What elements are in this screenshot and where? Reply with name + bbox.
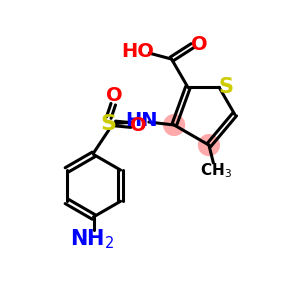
Text: CH$_3$: CH$_3$ — [200, 162, 232, 180]
Circle shape — [199, 135, 219, 155]
Text: HO: HO — [122, 42, 154, 61]
Text: O: O — [190, 35, 207, 54]
Circle shape — [164, 115, 184, 135]
Text: NH$_2$: NH$_2$ — [70, 227, 114, 251]
Text: O: O — [130, 116, 147, 134]
Text: HN: HN — [125, 111, 158, 130]
Text: S: S — [218, 77, 233, 97]
Text: O: O — [106, 86, 122, 105]
Text: S: S — [101, 113, 117, 134]
